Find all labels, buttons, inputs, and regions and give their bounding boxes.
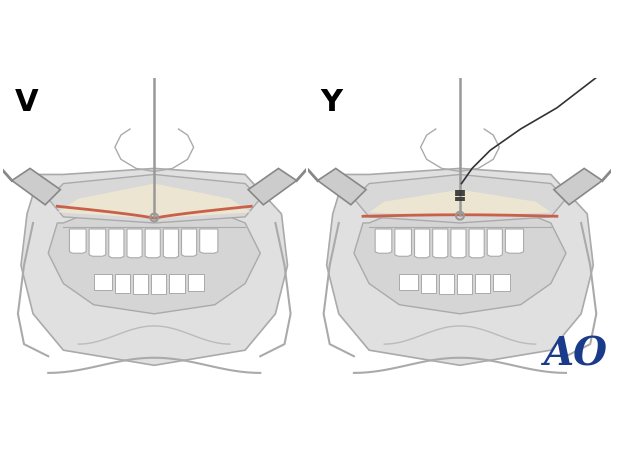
Polygon shape <box>375 230 392 254</box>
Polygon shape <box>69 230 86 254</box>
Polygon shape <box>420 275 436 293</box>
Polygon shape <box>151 275 166 295</box>
Polygon shape <box>457 275 472 295</box>
Polygon shape <box>327 169 593 365</box>
Polygon shape <box>487 230 502 257</box>
Polygon shape <box>127 230 142 258</box>
Text: V: V <box>15 87 38 117</box>
Polygon shape <box>169 275 185 293</box>
Polygon shape <box>505 230 523 254</box>
Text: AO: AO <box>543 335 607 372</box>
Polygon shape <box>94 275 112 290</box>
Polygon shape <box>415 230 430 258</box>
Polygon shape <box>451 230 466 258</box>
Polygon shape <box>188 275 204 291</box>
Polygon shape <box>133 275 148 295</box>
Polygon shape <box>399 275 417 290</box>
Polygon shape <box>182 230 197 257</box>
Polygon shape <box>248 169 296 205</box>
Polygon shape <box>163 230 179 258</box>
Polygon shape <box>48 175 260 224</box>
Text: Y: Y <box>321 87 343 117</box>
Polygon shape <box>200 230 218 254</box>
Polygon shape <box>439 275 454 295</box>
Polygon shape <box>369 190 551 217</box>
Polygon shape <box>48 205 260 314</box>
Polygon shape <box>469 230 484 258</box>
Polygon shape <box>494 275 510 291</box>
Polygon shape <box>554 169 603 205</box>
Polygon shape <box>395 230 412 257</box>
Polygon shape <box>108 230 124 258</box>
Polygon shape <box>12 169 60 205</box>
Polygon shape <box>145 230 161 258</box>
Polygon shape <box>21 169 288 365</box>
Polygon shape <box>115 275 130 293</box>
Polygon shape <box>57 184 251 219</box>
Polygon shape <box>89 230 106 257</box>
Polygon shape <box>475 275 490 293</box>
Polygon shape <box>354 205 566 314</box>
Polygon shape <box>354 175 566 224</box>
Polygon shape <box>433 230 448 258</box>
Polygon shape <box>317 169 366 205</box>
